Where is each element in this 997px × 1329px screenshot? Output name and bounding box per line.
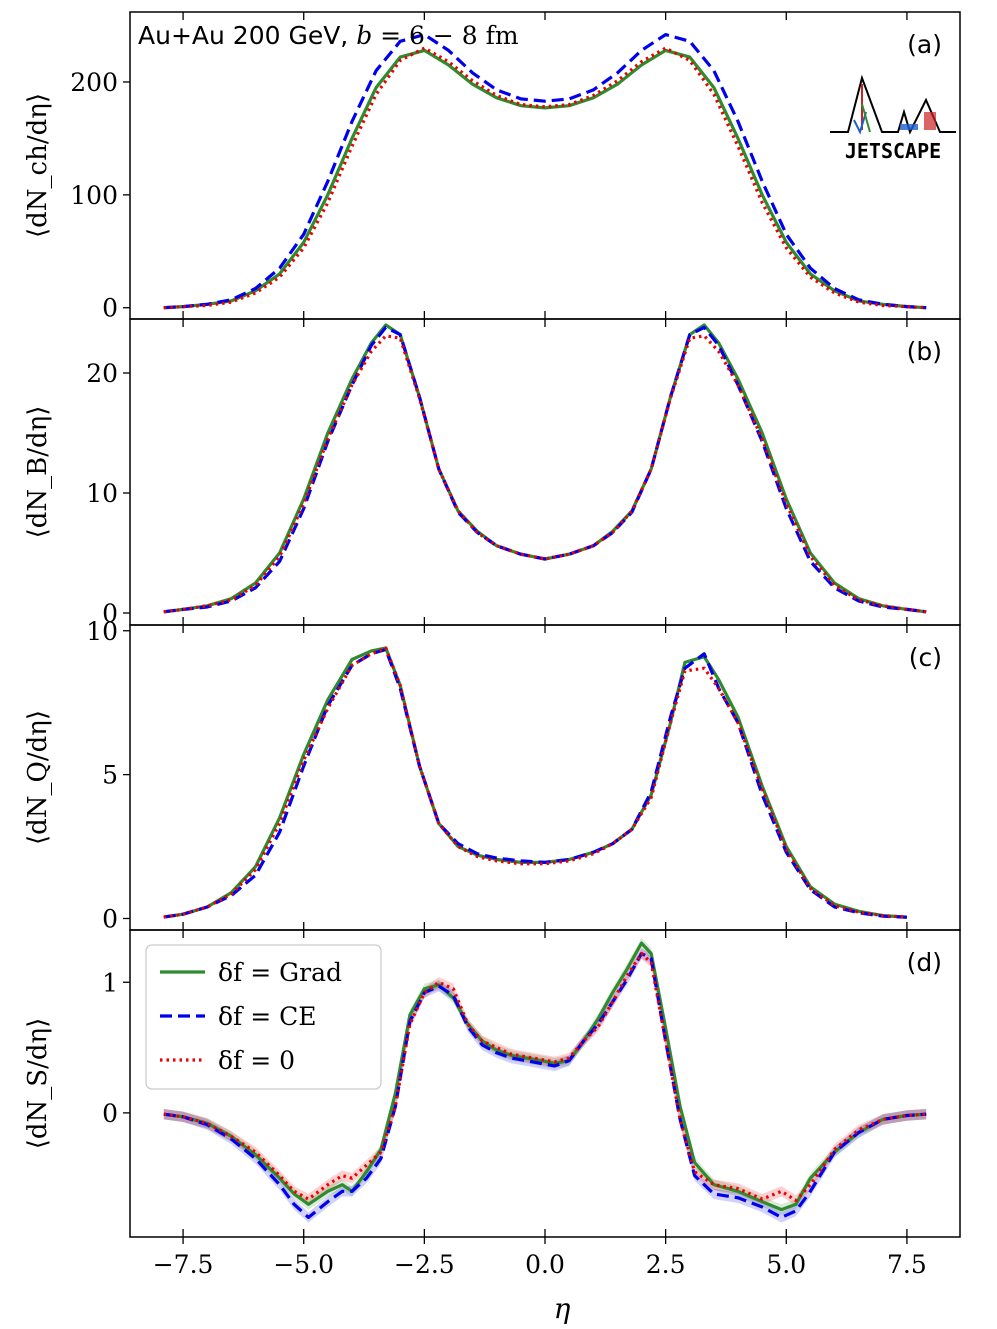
series-line-grad: [163, 941, 927, 1212]
x-tick-label: −5.0: [273, 1250, 334, 1279]
y-tick-label: 5: [102, 761, 118, 790]
panel-tag: (b): [907, 337, 942, 366]
panel-tag: (c): [909, 643, 942, 672]
x-tick-label: 5.0: [766, 1250, 806, 1279]
logo-blue-line: [853, 111, 867, 135]
x-tick-label: −7.5: [153, 1250, 214, 1279]
panel-tag: (d): [907, 948, 942, 977]
logo-mountain-outline: [830, 74, 956, 135]
jetscape-logo: JETSCAPE: [830, 74, 956, 163]
series-line-0: [163, 334, 927, 614]
title-rest: = 6 − 8 fm: [372, 21, 519, 50]
logo-blue-bars: [900, 124, 918, 130]
panels: 0100200⟨dN_ch/dη⟩(a)01020⟨dN_B/dη⟩(b)051…: [23, 11, 961, 1238]
x-axis: −7.5 −5.0 −2.5 0.0 2.5 5.0 7.5: [153, 1237, 927, 1279]
series-line-0: [163, 646, 907, 919]
legend-entry-label: δf = 0: [218, 1046, 295, 1075]
x-tick-label: 7.5: [887, 1250, 927, 1279]
panel-a: 0 100 200 ⟨dN_ch/dη⟩ (a): [23, 11, 961, 323]
y-axis-label: ⟨dN_ch/dη⟩: [23, 93, 53, 238]
panel-frame: [129, 318, 961, 626]
series-line-ce: [163, 647, 907, 919]
y-tick-label: 0: [102, 599, 118, 628]
series-line-0: [163, 951, 927, 1202]
title-main: Au+Au 200 GeV,: [138, 21, 356, 50]
y-tick-label: 10: [86, 617, 118, 646]
logo-red-bars: [924, 112, 936, 130]
y-tick-label: 1: [102, 968, 118, 997]
x-tick-label: 2.5: [646, 1250, 686, 1279]
title-b: b: [356, 21, 372, 50]
panel-frame: [129, 624, 961, 931]
series-line-ce: [163, 33, 927, 310]
legend-frame: [145, 944, 382, 1090]
panel-tag: (a): [907, 30, 942, 59]
series-line-0: [163, 46, 927, 310]
panel-b: 0 10 20 ⟨dN_B/dη⟩ (b): [23, 318, 961, 628]
logo-green-line: [861, 103, 871, 133]
series-line-ce: [163, 951, 927, 1219]
series-line-grad: [163, 48, 927, 310]
x-tick-label: −2.5: [394, 1250, 455, 1279]
y-tick-label: 200: [70, 68, 118, 97]
y-axis-label: ⟨dN_B/dη⟩: [23, 406, 53, 539]
y-tick-label: 20: [86, 359, 118, 388]
y-tick-label: 10: [86, 479, 118, 508]
logo-text: JETSCAPE: [845, 139, 941, 163]
series-line-grad: [163, 646, 907, 919]
series-line-grad: [163, 323, 927, 614]
y-axis-label: ⟨dN_Q/dη⟩: [23, 710, 53, 845]
svg-text:Au+Au 200 GeV, b = 6 − 8 fm: Au+Au 200 GeV, b = 6 − 8 fm: [138, 21, 519, 50]
y-axis-label: ⟨dN_S/dη⟩: [23, 1018, 53, 1149]
y-tick-label: 0: [102, 904, 118, 933]
panel-d: 0 1 ⟨dN_S/dη⟩ (d): [23, 929, 961, 1238]
series-line-ce: [163, 325, 927, 614]
legend-entry-label: δf = Grad: [218, 958, 342, 987]
y-tick-label: 100: [70, 181, 118, 210]
chart-title: Au+Au 200 GeV, b = 6 − 8 fm: [138, 21, 519, 50]
panel-frame: [129, 11, 961, 320]
legend-entry-label: δf = CE: [218, 1002, 317, 1031]
x-axis-label: η: [554, 1292, 571, 1325]
legend: δf = Grad δf = CE δf = 0: [145, 944, 382, 1090]
panel-c: 0 5 10 ⟨dN_Q/dη⟩ (c): [23, 617, 961, 933]
y-tick-label: 0: [102, 1099, 118, 1128]
y-tick-label: 0: [102, 294, 118, 323]
x-tick-label: 0.0: [525, 1250, 565, 1279]
